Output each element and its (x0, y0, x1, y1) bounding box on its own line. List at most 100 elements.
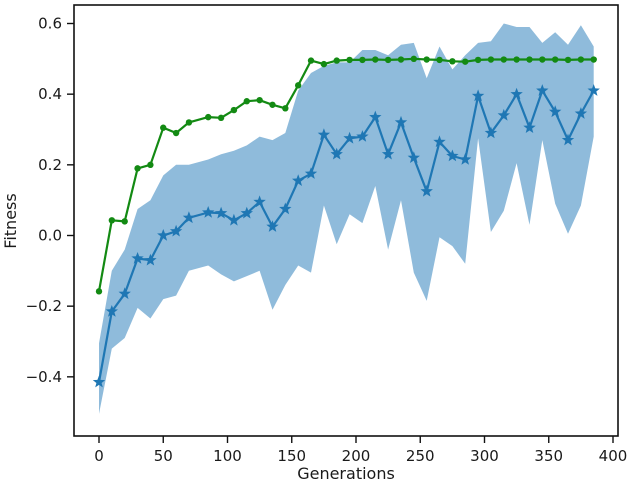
mean-point (317, 128, 331, 141)
mean-point (182, 211, 196, 224)
mean-point (227, 213, 241, 226)
mean-point (433, 135, 446, 148)
y-tick-label: 0.4 (38, 85, 62, 103)
mean-point (587, 84, 600, 96)
best-point (487, 56, 495, 63)
best-point (500, 56, 507, 63)
x-tick-label: 0 (94, 447, 104, 465)
series-markers (92, 55, 600, 388)
best-point (108, 217, 116, 224)
best-point (333, 57, 340, 64)
mean-point (420, 184, 433, 197)
best-point (160, 124, 167, 131)
y-tick-label: 0.0 (38, 227, 62, 245)
best-point (269, 101, 276, 108)
mean-point (240, 206, 253, 219)
mean-point (446, 149, 459, 162)
best-point (172, 129, 180, 137)
best-point (185, 119, 193, 126)
best-point (423, 56, 430, 63)
y-tick-label: 0.2 (38, 156, 62, 174)
best-point (359, 56, 366, 64)
fitness-range-band (99, 23, 594, 414)
best-point (449, 58, 456, 65)
best-point (307, 57, 315, 64)
best-point (243, 98, 250, 105)
mean-point (131, 252, 144, 264)
best-point (577, 56, 585, 63)
range-band (99, 23, 594, 414)
best-point (205, 113, 212, 121)
best-point (551, 56, 559, 63)
best-point (95, 288, 103, 295)
mean-point (394, 115, 408, 128)
y-axis-ticks: −0.4 −0.2 0.0 0.2 0.4 0.6 (26, 15, 74, 386)
y-axis-label: Fitness (1, 193, 20, 248)
best-point (462, 58, 469, 65)
mean-point (561, 133, 575, 146)
x-tick-label: 250 (406, 447, 435, 465)
mean-point (343, 131, 356, 144)
y-tick-label: 0.6 (38, 15, 62, 33)
best-point (230, 106, 238, 114)
mean-point (304, 167, 318, 179)
mean-point (157, 229, 170, 241)
mean-point (118, 287, 131, 300)
mean-point (169, 224, 183, 237)
mean-point (497, 108, 510, 121)
best-point (372, 56, 379, 63)
mean-point (330, 147, 343, 160)
mean-point (214, 206, 228, 219)
best-point (121, 218, 128, 225)
best-point (294, 82, 302, 89)
mean-point (574, 107, 588, 119)
mean-point (202, 206, 215, 218)
best-point (147, 161, 154, 169)
best-point (539, 56, 546, 63)
best-point (564, 56, 572, 64)
mean-point (279, 202, 292, 215)
mean-point (523, 121, 536, 133)
mean-point (510, 87, 523, 100)
x-tick-label: 150 (277, 447, 306, 465)
mean-point (292, 174, 305, 186)
x-tick-label: 100 (213, 447, 242, 465)
mean-point (105, 305, 118, 317)
best-point (217, 114, 225, 122)
mean-point (356, 130, 369, 142)
best-point (513, 56, 520, 63)
mean-point (381, 147, 395, 160)
x-axis-ticks: 0 50 100 150 200 250 300 350 400 (94, 436, 627, 465)
best-point (282, 105, 289, 112)
mean-point (266, 220, 279, 232)
mean-point (407, 151, 420, 163)
y-tick-label: −0.4 (26, 368, 62, 386)
best-point (526, 56, 533, 63)
mean-point (484, 126, 498, 139)
mean-point (92, 375, 106, 388)
best-point (397, 56, 405, 63)
best-point (320, 60, 328, 68)
best-point (474, 56, 482, 64)
best-point (256, 96, 263, 104)
y-tick-label: −0.2 (26, 297, 62, 315)
x-tick-label: 300 (470, 447, 499, 465)
x-tick-label: 50 (154, 447, 173, 465)
mean-point (471, 89, 485, 102)
mean-point (549, 105, 562, 118)
x-tick-label: 350 (534, 447, 563, 465)
best-point (410, 55, 418, 63)
mean-point (144, 253, 157, 266)
plot-frame (73, 4, 619, 437)
best-point (436, 56, 443, 64)
best-point (346, 56, 353, 64)
mean-point (459, 153, 472, 165)
x-tick-label: 200 (342, 447, 371, 465)
mean-point (536, 84, 549, 96)
mean-point (253, 195, 266, 208)
mean-point (369, 110, 382, 123)
best-point (384, 56, 392, 64)
best-point (134, 165, 141, 172)
x-axis-label: Generations (297, 464, 395, 483)
